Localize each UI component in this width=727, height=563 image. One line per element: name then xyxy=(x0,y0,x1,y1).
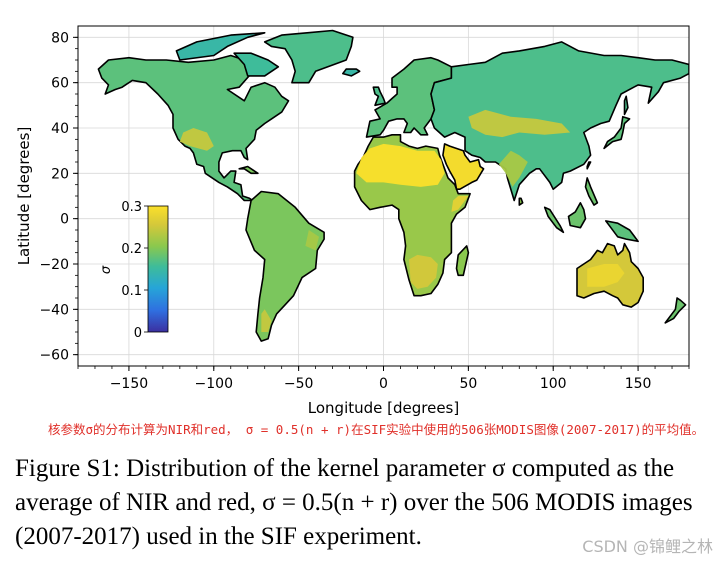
region-brazil-ne xyxy=(305,230,319,251)
colorbar-ticks: 0 0.1 0.2 0.3 xyxy=(121,200,148,341)
y-tick-label: −20 xyxy=(39,257,69,273)
y-tick-label: −40 xyxy=(39,302,69,318)
land-arabian-peninsula xyxy=(442,143,485,190)
y-tick-label: 20 xyxy=(51,166,69,182)
colorbar-gradient xyxy=(147,205,169,333)
land-cuba xyxy=(238,165,259,175)
land-uk xyxy=(372,86,386,107)
land-masses xyxy=(97,29,689,342)
region-us-southwest xyxy=(179,128,214,151)
land-sri-lanka xyxy=(518,197,524,206)
region-southern-africa xyxy=(409,254,438,289)
x-tick-label: 150 xyxy=(625,376,652,392)
chinese-annotation: 核参数σ的分布计算为NIR和red， σ = 0.5(n + r)在SIF实验中… xyxy=(48,422,705,437)
y-tick-label: 40 xyxy=(51,121,69,137)
x-axis-ticks: −150 −100 −50 0 50 100 150 xyxy=(77,366,690,392)
region-patagonia xyxy=(261,309,272,332)
colorbar-tick-label: 0.3 xyxy=(121,200,142,215)
x-tick-label: 100 xyxy=(540,376,567,392)
region-horn-of-africa xyxy=(451,196,469,212)
y-axis-ticks: −60 −40 −20 0 20 40 60 80 xyxy=(39,30,78,364)
land-new-zealand xyxy=(664,297,687,324)
y-tick-label: 80 xyxy=(51,30,69,46)
land-arctic-islands xyxy=(175,31,266,61)
land-madagascar xyxy=(455,245,470,277)
x-tick-label: 50 xyxy=(459,376,477,392)
colorbar-label: σ xyxy=(99,265,114,274)
land-greenland xyxy=(263,29,354,84)
x-tick-label: −100 xyxy=(195,376,233,392)
figure-caption: Figure S1: Distribution of the kernel pa… xyxy=(15,455,693,550)
land-russia xyxy=(430,41,689,202)
land-iceland xyxy=(342,68,361,77)
land-taiwan xyxy=(586,161,592,170)
colorbar-tick-label: 0.1 xyxy=(121,284,142,299)
land-north-america xyxy=(97,54,290,202)
watermark: CSDN @锦鲤之林 xyxy=(582,537,713,556)
land-new-guinea xyxy=(605,220,639,243)
map-figure: −150 −100 −50 0 50 100 150 −60−40−20020406080 … xyxy=(15,25,690,417)
colorbar: 0 0.1 0.2 0.3 σ xyxy=(99,200,169,341)
region-sahara xyxy=(356,143,445,187)
x-axis-label: Longitude [degrees] xyxy=(308,399,459,417)
y-axis-label: Latitude [degrees] xyxy=(15,127,33,266)
land-philippines xyxy=(584,177,599,206)
x-tick-label: 0 xyxy=(379,376,388,392)
x-tick-label: −50 xyxy=(284,376,314,392)
land-borneo xyxy=(567,202,587,229)
y-tick-label: −60 xyxy=(39,348,69,364)
x-tick-label: −150 xyxy=(110,376,148,392)
region-central-asia xyxy=(468,109,571,138)
region-south-asia xyxy=(498,150,528,187)
colorbar-tick-label: 0.2 xyxy=(121,242,142,257)
region-australia-interior xyxy=(587,264,625,287)
land-sakhalin xyxy=(623,95,629,116)
y-tick-label: 0 xyxy=(60,212,69,228)
land-japan xyxy=(603,115,631,150)
land-sumatra xyxy=(543,206,565,234)
land-baffin xyxy=(233,52,280,77)
colorbar-tick-label: 0 xyxy=(134,326,142,341)
y-tick-label: 60 xyxy=(51,76,69,92)
land-south-america xyxy=(245,190,325,342)
